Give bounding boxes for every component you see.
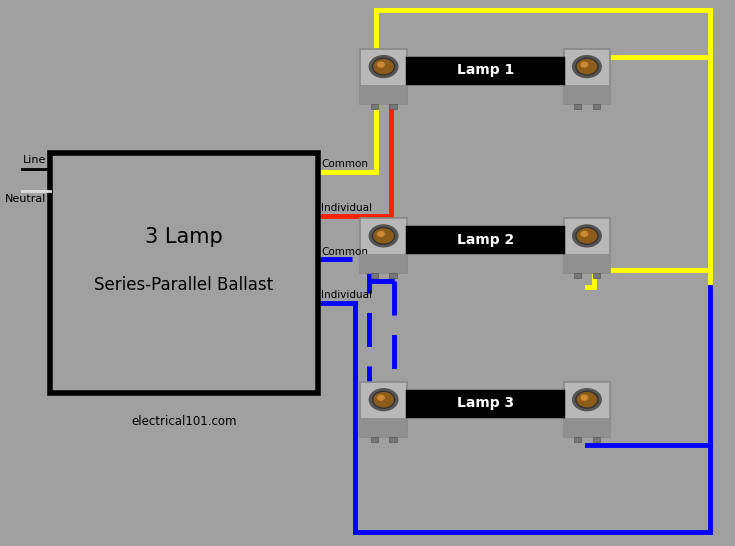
Circle shape — [573, 56, 601, 78]
Circle shape — [576, 391, 598, 408]
FancyBboxPatch shape — [407, 227, 563, 252]
Text: Lamp 2: Lamp 2 — [456, 233, 514, 247]
FancyBboxPatch shape — [574, 273, 581, 278]
Circle shape — [378, 232, 384, 236]
FancyBboxPatch shape — [360, 49, 406, 104]
Circle shape — [369, 389, 398, 411]
Circle shape — [369, 56, 398, 78]
Text: Lamp 1: Lamp 1 — [456, 63, 514, 78]
FancyBboxPatch shape — [407, 58, 563, 83]
Circle shape — [576, 58, 598, 75]
FancyBboxPatch shape — [370, 273, 378, 278]
FancyBboxPatch shape — [360, 418, 406, 437]
FancyBboxPatch shape — [389, 273, 397, 278]
Text: Line: Line — [23, 155, 46, 165]
Text: electrical101.com: electrical101.com — [131, 415, 237, 428]
FancyBboxPatch shape — [564, 418, 610, 437]
FancyBboxPatch shape — [592, 273, 600, 278]
Text: Lamp 3: Lamp 3 — [456, 396, 514, 411]
FancyBboxPatch shape — [564, 254, 610, 273]
FancyBboxPatch shape — [574, 437, 581, 442]
Circle shape — [378, 62, 384, 67]
FancyBboxPatch shape — [592, 437, 600, 442]
FancyBboxPatch shape — [360, 254, 406, 273]
FancyBboxPatch shape — [389, 437, 397, 442]
Text: Series-Parallel Ballast: Series-Parallel Ballast — [94, 276, 273, 294]
Text: 3 Lamp: 3 Lamp — [145, 227, 223, 247]
Circle shape — [369, 225, 398, 247]
Circle shape — [373, 391, 395, 408]
Circle shape — [573, 225, 601, 247]
Text: Common: Common — [321, 159, 368, 169]
FancyBboxPatch shape — [360, 85, 406, 104]
FancyBboxPatch shape — [592, 104, 600, 109]
FancyBboxPatch shape — [50, 153, 318, 393]
Text: Neutral: Neutral — [5, 194, 46, 204]
Text: Individual: Individual — [321, 290, 372, 300]
Circle shape — [581, 395, 587, 400]
Circle shape — [373, 228, 395, 244]
FancyBboxPatch shape — [564, 85, 610, 104]
Circle shape — [576, 228, 598, 244]
FancyBboxPatch shape — [574, 104, 581, 109]
FancyBboxPatch shape — [370, 437, 378, 442]
Circle shape — [581, 232, 587, 236]
Circle shape — [378, 395, 384, 400]
Text: Common: Common — [321, 247, 368, 257]
Text: Individual: Individual — [321, 203, 372, 213]
FancyBboxPatch shape — [360, 382, 406, 437]
FancyBboxPatch shape — [564, 382, 610, 437]
Circle shape — [581, 62, 587, 67]
FancyBboxPatch shape — [564, 218, 610, 273]
Circle shape — [373, 58, 395, 75]
FancyBboxPatch shape — [564, 49, 610, 104]
FancyBboxPatch shape — [407, 391, 563, 416]
FancyBboxPatch shape — [389, 104, 397, 109]
Circle shape — [573, 389, 601, 411]
FancyBboxPatch shape — [360, 218, 406, 273]
FancyBboxPatch shape — [370, 104, 378, 109]
